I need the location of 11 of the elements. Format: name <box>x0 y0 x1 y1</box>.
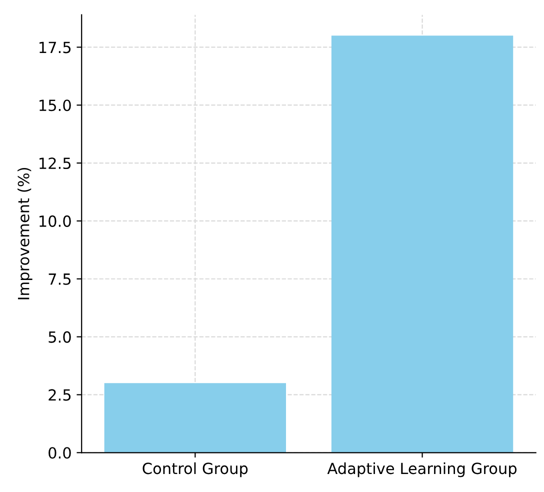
y-tick-label: 17.5 <box>40 42 71 54</box>
y-tick-label: 5.0 <box>48 331 71 343</box>
x-tick-label: Control Group <box>142 462 248 478</box>
y-axis-title: Improvement (%) <box>18 168 32 300</box>
y-tick-label: 10.0 <box>40 215 71 227</box>
y-tick-label: 12.5 <box>40 158 71 170</box>
y-tick-label: 0.0 <box>48 447 71 459</box>
y-tick-label: 2.5 <box>48 389 71 401</box>
x-tick-label: Adaptive Learning Group <box>327 462 517 478</box>
y-tick-label: 15.0 <box>40 100 71 112</box>
y-tick-label: 7.5 <box>48 274 71 285</box>
